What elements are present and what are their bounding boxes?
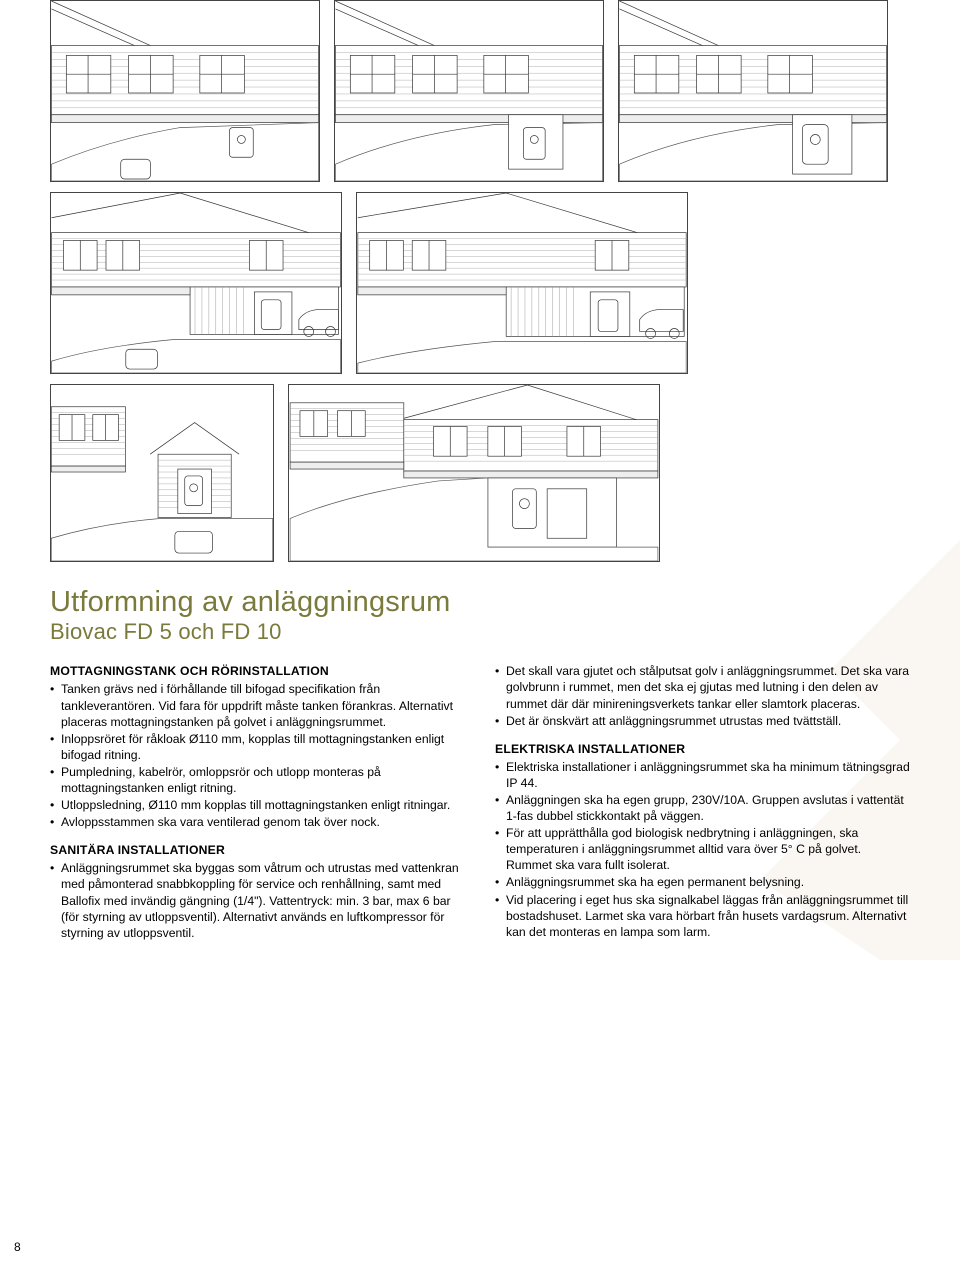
heading-sanitara: SANITÄRA INSTALLATIONER bbox=[50, 842, 465, 858]
list-item: Det är önskvärt att anläggningsrummet ut… bbox=[495, 713, 910, 729]
diagram-grid bbox=[50, 0, 910, 562]
diagram-row-3 bbox=[50, 384, 910, 562]
list-item: Inloppsröret för råkloak Ø110 mm, koppla… bbox=[50, 731, 465, 763]
diagram-row-1 bbox=[50, 0, 910, 182]
heading-elektriska: ELEKTRISKA INSTALLATIONER bbox=[495, 741, 910, 757]
list-item: Pumpledning, kabelrör, omloppsrör och ut… bbox=[50, 764, 465, 796]
diagram-house-1 bbox=[50, 0, 320, 182]
list-item: Utloppsledning, Ø110 mm kopplas till mot… bbox=[50, 797, 465, 813]
list-mottag: Tanken grävs ned i förhållande till bifo… bbox=[50, 681, 465, 830]
list-item: Det skall vara gjutet och stålputsat gol… bbox=[495, 663, 910, 711]
list-sanitara: Anläggningsrummet ska byggas som våtrum … bbox=[50, 860, 465, 940]
right-column: Det skall vara gjutet och stålputsat gol… bbox=[495, 663, 910, 942]
heading-mottag: MOTTAGNINGSTANK OCH RÖRINSTALLATION bbox=[50, 663, 465, 679]
diagram-house-basement bbox=[288, 384, 660, 562]
page-subtitle: Biovac FD 5 och FD 10 bbox=[50, 619, 910, 645]
page-number: 8 bbox=[14, 1240, 21, 1254]
diagram-shed bbox=[50, 384, 274, 562]
list-continuation: Det skall vara gjutet och stålputsat gol… bbox=[495, 663, 910, 728]
list-item: Anläggningsrummet ska ha egen permanent … bbox=[495, 874, 910, 890]
list-item: Anläggningen ska ha egen grupp, 230V/10A… bbox=[495, 792, 910, 824]
page-title: Utformning av anläggningsrum bbox=[50, 586, 910, 619]
body-columns: MOTTAGNINGSTANK OCH RÖRINSTALLATION Tank… bbox=[50, 663, 910, 942]
diagram-row-2 bbox=[50, 192, 910, 374]
list-item: Elektriska installationer i anläggningsr… bbox=[495, 759, 910, 791]
left-column: MOTTAGNINGSTANK OCH RÖRINSTALLATION Tank… bbox=[50, 663, 465, 942]
list-elektriska: Elektriska installationer i anläggningsr… bbox=[495, 759, 910, 940]
list-item: Anläggningsrummet ska byggas som våtrum … bbox=[50, 860, 465, 940]
diagram-house-4 bbox=[50, 192, 342, 374]
list-item: Vid placering i eget hus ska signalkabel… bbox=[495, 892, 910, 940]
diagram-house-5 bbox=[356, 192, 688, 374]
title-block: Utformning av anläggningsrum Biovac FD 5… bbox=[50, 586, 910, 645]
list-item: Avloppsstammen ska vara ventilerad genom… bbox=[50, 814, 465, 830]
diagram-house-2 bbox=[334, 0, 604, 182]
diagram-house-3 bbox=[618, 0, 888, 182]
list-item: Tanken grävs ned i förhållande till bifo… bbox=[50, 681, 465, 729]
list-item: För att upprätthålla god biologisk nedbr… bbox=[495, 825, 910, 873]
